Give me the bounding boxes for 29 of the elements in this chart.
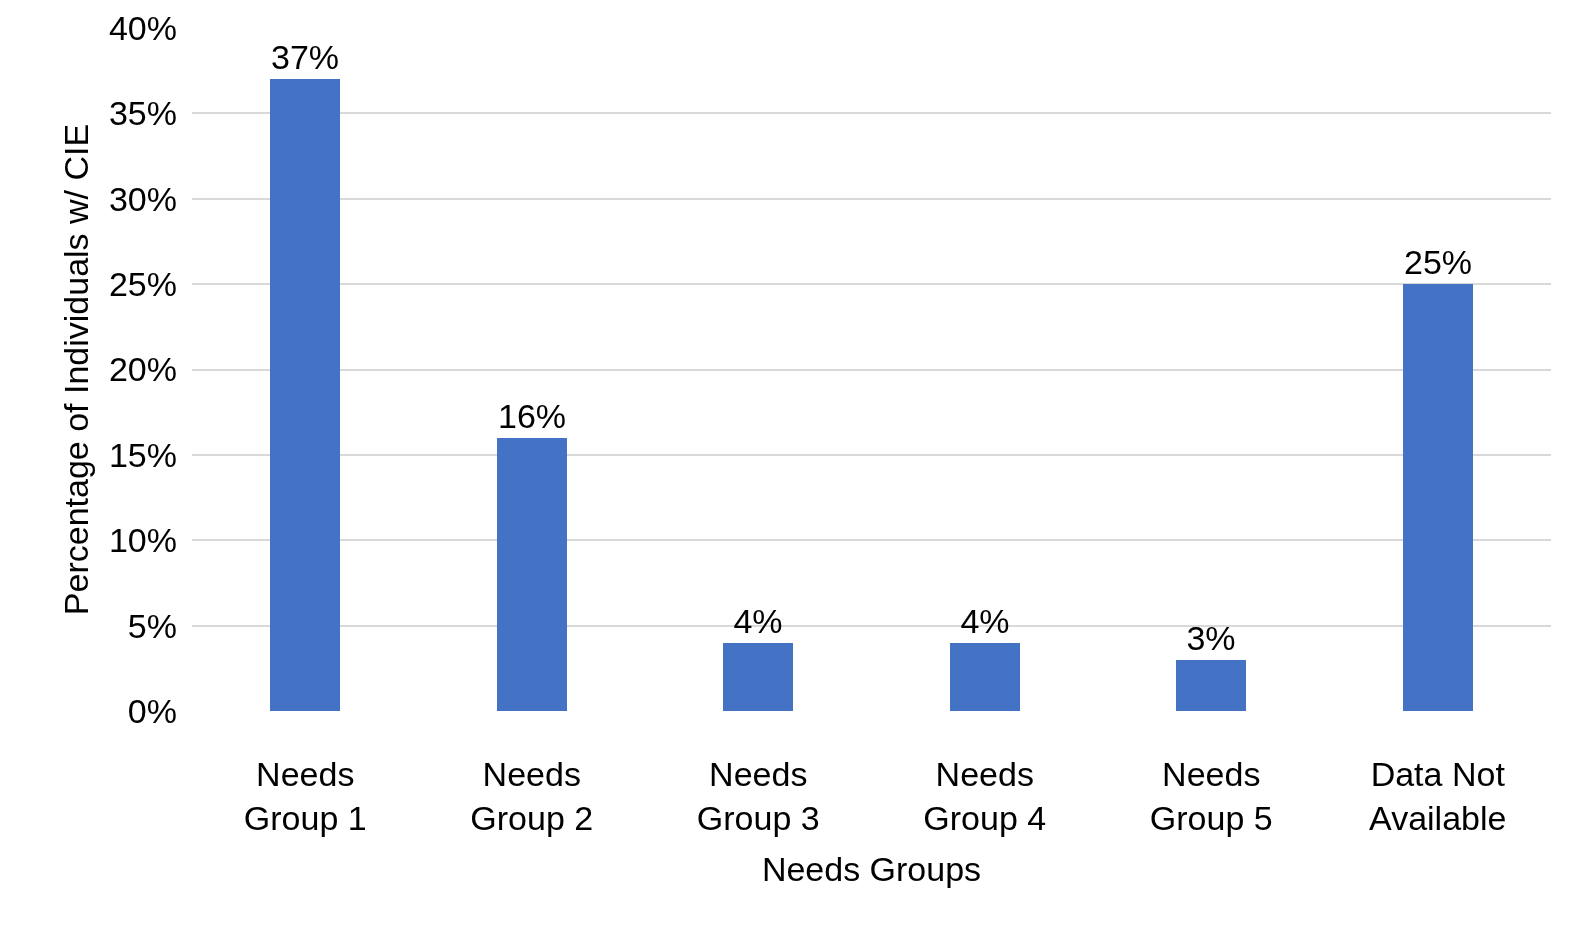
y-tick-label: 40% bbox=[108, 8, 177, 47]
x-tick-label: Needs Group 4 bbox=[923, 755, 1047, 838]
x-axis-title: Needs Groups bbox=[761, 849, 982, 888]
data-label: 4% bbox=[733, 602, 783, 640]
data-label: 4% bbox=[960, 602, 1010, 640]
y-tick-label: 5% bbox=[127, 606, 177, 645]
y-tick-label: 15% bbox=[108, 435, 177, 474]
bar bbox=[270, 79, 340, 711]
bar bbox=[723, 643, 793, 711]
y-axis-title: Percentage of Individuals w/ CIE bbox=[56, 123, 95, 616]
data-label: 16% bbox=[497, 397, 567, 435]
x-tick-label: Needs Group 5 bbox=[1149, 755, 1273, 838]
x-tick-label: Needs Group 1 bbox=[243, 755, 367, 838]
y-tick-label: 25% bbox=[108, 265, 177, 304]
x-tick-label: Needs Group 3 bbox=[696, 755, 820, 838]
y-tick-label: 0% bbox=[127, 691, 177, 730]
bar bbox=[497, 438, 567, 711]
bar bbox=[1176, 660, 1246, 711]
y-tick-label: 30% bbox=[108, 179, 177, 218]
x-tick-label: Data Not Available bbox=[1369, 755, 1507, 838]
data-label: 3% bbox=[1186, 619, 1236, 657]
data-label: 25% bbox=[1403, 243, 1473, 281]
bar bbox=[1403, 284, 1473, 711]
bar bbox=[950, 643, 1020, 711]
y-tick-label: 35% bbox=[108, 94, 177, 133]
y-tick-label: 10% bbox=[108, 521, 177, 560]
x-tick-label: Needs Group 2 bbox=[470, 755, 594, 838]
y-tick-label: 20% bbox=[108, 350, 177, 389]
data-label: 37% bbox=[270, 38, 340, 76]
